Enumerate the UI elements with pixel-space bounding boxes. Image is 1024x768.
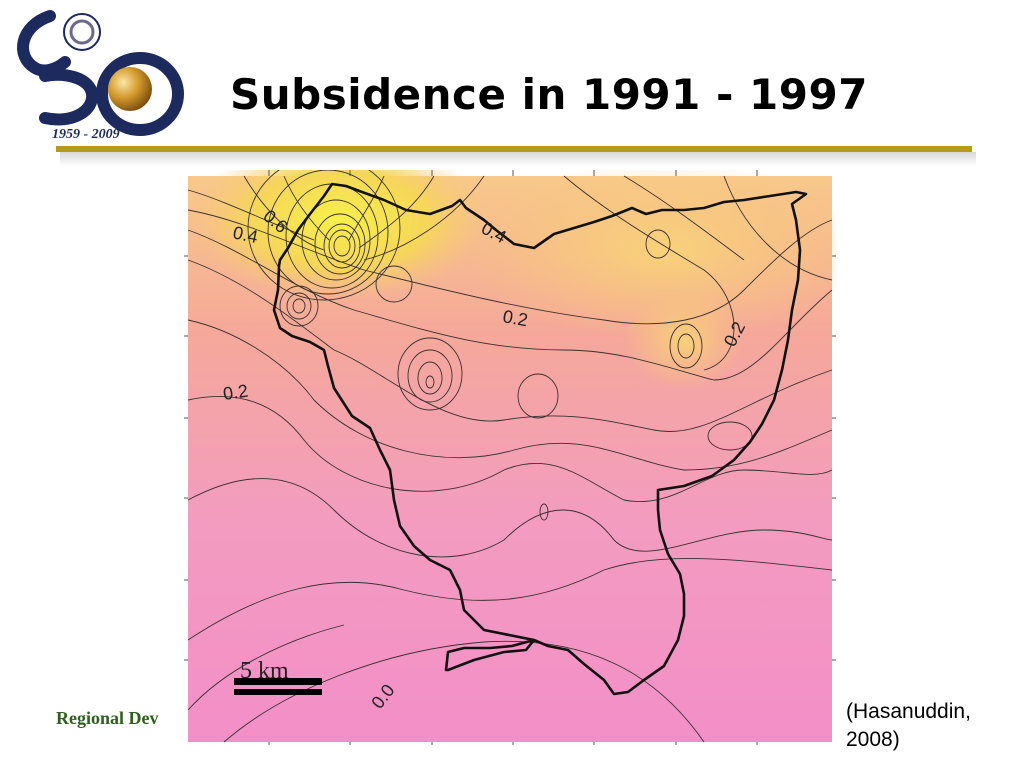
contour-label: 0.2 — [222, 381, 250, 404]
map-frame-ticks — [184, 170, 836, 745]
scale-bar: 5 km — [234, 658, 322, 695]
contour-label: 0.2 — [501, 306, 529, 330]
figure-citation: (Hasanuddin, 2008) — [846, 700, 971, 751]
anniversary-50-logo-icon: 1959 - 2009 — [17, 10, 184, 142]
anniversary-logo: 1959 - 2009 — [10, 6, 190, 142]
subsidence-contour-map: 0.4 0.6 0.4 0.2 0.2 0.2 0.0 5 km — [184, 140, 864, 745]
footer-text: Regional Dev — [56, 708, 159, 728]
divider-shadow — [60, 152, 976, 166]
region-boundary — [272, 182, 808, 696]
logo-years: 1959 - 2009 — [52, 127, 120, 141]
title-divider — [56, 146, 972, 152]
scale-label: 5 km — [240, 658, 289, 684]
slide-title: Subsidence in 1991 - 1997 — [230, 70, 868, 119]
